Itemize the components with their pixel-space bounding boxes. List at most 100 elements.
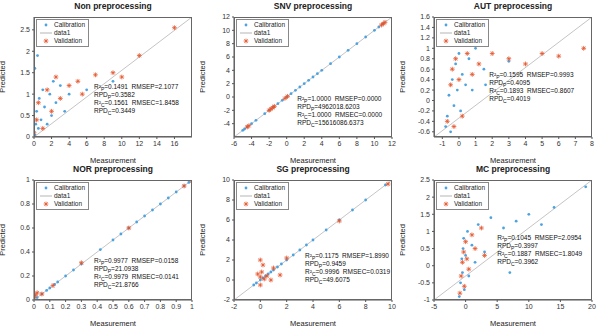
svg-text:1.5: 1.5	[20, 69, 30, 76]
svg-text:2: 2	[226, 80, 230, 87]
svg-text:-0.5: -0.5	[418, 279, 430, 286]
svg-text:12: 12	[135, 140, 143, 147]
svg-text:2: 2	[26, 48, 30, 55]
svg-text:0.2: 0.2	[20, 272, 30, 279]
svg-text:Measurement: Measurement	[290, 319, 337, 326]
svg-text:1: 1	[426, 45, 430, 52]
svg-text:0: 0	[426, 97, 430, 104]
svg-text:5: 5	[495, 303, 499, 310]
svg-text:1.2: 1.2	[420, 34, 430, 41]
svg-text:6: 6	[226, 53, 230, 60]
svg-text:8: 8	[364, 303, 368, 310]
svg-text:4: 4	[67, 140, 71, 147]
svg-text:1: 1	[426, 228, 430, 235]
svg-text:10: 10	[118, 140, 126, 147]
svg-text:2.5: 2.5	[20, 26, 30, 33]
svg-text:Measurement: Measurement	[290, 156, 337, 163]
svg-text:Predicted: Predicted	[200, 61, 207, 93]
svg-text:12: 12	[388, 140, 396, 147]
svg-text:8: 8	[590, 140, 592, 147]
svg-text:-4: -4	[248, 140, 254, 147]
svg-text:-0.6: -0.6	[418, 128, 430, 135]
svg-text:6: 6	[337, 140, 341, 147]
svg-text:0: 0	[426, 262, 430, 269]
svg-text:4: 4	[226, 67, 230, 74]
svg-text:12: 12	[222, 13, 230, 20]
svg-text:Measurement: Measurement	[490, 319, 537, 326]
svg-text:Measurement: Measurement	[90, 319, 137, 326]
svg-text:14: 14	[153, 140, 161, 147]
svg-text:1: 1	[26, 91, 30, 98]
svg-text:6: 6	[226, 216, 230, 223]
svg-text:0.2: 0.2	[420, 87, 430, 94]
svg-text:-1: -1	[424, 296, 430, 303]
svg-text:2: 2	[490, 140, 494, 147]
svg-text:4: 4	[311, 303, 315, 310]
svg-text:0.4: 0.4	[92, 303, 102, 310]
svg-text:10: 10	[222, 176, 230, 183]
svg-text:20: 20	[588, 303, 592, 310]
svg-text:0: 0	[226, 276, 230, 283]
svg-text:Measurement: Measurement	[490, 156, 537, 163]
svg-text:4: 4	[524, 140, 528, 147]
svg-text:1.4: 1.4	[420, 24, 430, 31]
svg-text:-4: -4	[224, 120, 230, 127]
svg-text:8: 8	[226, 196, 230, 203]
svg-text:-6: -6	[231, 140, 237, 147]
svg-text:0: 0	[258, 303, 262, 310]
svg-text:0: 0	[457, 140, 461, 147]
svg-text:0: 0	[464, 303, 468, 310]
svg-text:0: 0	[32, 303, 36, 310]
svg-text:10: 10	[222, 27, 230, 34]
svg-text:0: 0	[26, 296, 30, 303]
svg-text:-1: -1	[439, 140, 445, 147]
svg-text:3: 3	[507, 140, 511, 147]
svg-text:0: 0	[285, 140, 289, 147]
svg-text:0.8: 0.8	[20, 200, 30, 207]
svg-text:-2: -2	[231, 303, 237, 310]
svg-text:6: 6	[85, 140, 89, 147]
svg-text:0.6: 0.6	[420, 66, 430, 73]
svg-text:0.8: 0.8	[156, 303, 166, 310]
svg-text:0.4: 0.4	[420, 76, 430, 83]
svg-text:2: 2	[302, 140, 306, 147]
svg-text:10: 10	[371, 140, 379, 147]
svg-text:16: 16	[171, 140, 179, 147]
svg-text:7: 7	[573, 140, 577, 147]
svg-text:0.9: 0.9	[171, 303, 181, 310]
svg-text:6: 6	[557, 140, 561, 147]
svg-text:0.6: 0.6	[124, 303, 134, 310]
svg-text:0.8: 0.8	[420, 55, 430, 62]
svg-text:8: 8	[102, 140, 106, 147]
svg-text:-2: -2	[224, 296, 230, 303]
svg-text:8: 8	[355, 140, 359, 147]
svg-text:Predicted: Predicted	[200, 224, 207, 256]
svg-text:8: 8	[226, 40, 230, 47]
svg-text:-0.4: -0.4	[418, 118, 430, 125]
svg-text:4: 4	[226, 236, 230, 243]
svg-text:2: 2	[50, 140, 54, 147]
svg-text:1: 1	[190, 303, 194, 310]
svg-text:0.7: 0.7	[140, 303, 150, 310]
svg-text:1.5: 1.5	[420, 211, 430, 218]
svg-text:0.1: 0.1	[45, 303, 55, 310]
svg-text:10: 10	[525, 303, 533, 310]
svg-text:Measurement: Measurement	[90, 156, 137, 163]
svg-text:0.2: 0.2	[61, 303, 71, 310]
svg-text:10: 10	[388, 303, 396, 310]
svg-text:0: 0	[226, 93, 230, 100]
svg-text:0.5: 0.5	[420, 245, 430, 252]
svg-text:-2: -2	[266, 140, 272, 147]
svg-text:1: 1	[26, 176, 30, 183]
svg-text:2.5: 2.5	[420, 176, 430, 183]
svg-text:0: 0	[32, 140, 36, 147]
svg-text:1.6: 1.6	[420, 13, 430, 20]
svg-text:0: 0	[26, 133, 30, 140]
svg-text:2: 2	[226, 256, 230, 263]
svg-text:15: 15	[557, 303, 565, 310]
svg-text:-0.2: -0.2	[418, 107, 430, 114]
svg-text:2: 2	[426, 194, 430, 201]
svg-text:2: 2	[285, 303, 289, 310]
svg-text:0.5: 0.5	[20, 112, 30, 119]
svg-text:0.4: 0.4	[20, 248, 30, 255]
